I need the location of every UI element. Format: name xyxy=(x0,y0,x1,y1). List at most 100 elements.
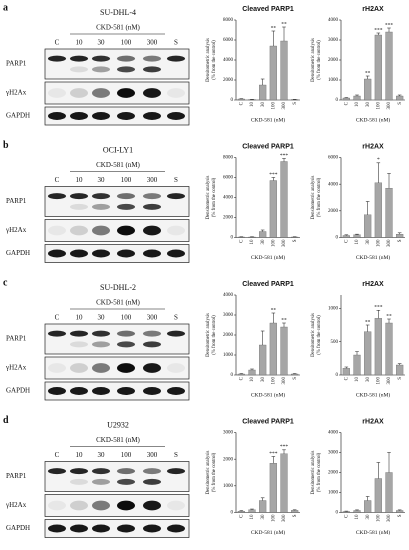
y-tick-label: 4000 xyxy=(223,58,234,63)
blot-label: GAPDH xyxy=(6,112,30,120)
y-axis-label: (% from the control) xyxy=(317,40,322,80)
y-tick-label: 4000 xyxy=(223,293,234,298)
y-tick-label: 4000 xyxy=(328,18,339,23)
y-tick-label: 8000 xyxy=(223,18,234,23)
error-bar xyxy=(282,322,286,327)
bar xyxy=(280,453,288,513)
error-bar xyxy=(387,27,391,32)
blot-band xyxy=(70,66,88,73)
blot-band xyxy=(143,500,161,511)
blot-band xyxy=(143,524,161,533)
cell-line: SU-DHL-4 xyxy=(100,8,136,17)
y-tick-label: 0 xyxy=(336,98,339,103)
x-axis-label: CKD-581 (nM) xyxy=(251,391,286,398)
x-tick-label: 30 xyxy=(366,514,371,520)
y-tick-label: 2000 xyxy=(328,58,339,63)
bar xyxy=(291,510,299,513)
error-bar xyxy=(397,509,402,511)
bar xyxy=(396,95,404,101)
bar xyxy=(353,354,361,376)
y-axis-label: (% from the control) xyxy=(212,315,217,355)
significance: ** xyxy=(281,317,287,323)
significance: *** xyxy=(374,27,383,33)
y-tick-label: 0 xyxy=(336,236,339,241)
y-tick-label: 1000 xyxy=(328,306,339,311)
blot-band xyxy=(70,341,88,348)
error-bar xyxy=(355,509,359,511)
bar xyxy=(291,99,299,101)
blot-frame xyxy=(44,48,190,80)
x-axis-label: CKD-581 (nM) xyxy=(356,116,391,123)
treatment-label: CKD-581 (nM) xyxy=(96,436,140,444)
x-tick-label: C xyxy=(344,239,349,243)
blot-band xyxy=(117,193,135,200)
y-tick-label: 3000 xyxy=(328,451,339,456)
bar xyxy=(269,180,277,238)
lane-label: 10 xyxy=(76,176,84,184)
y-axis-label: (% from the control) xyxy=(212,452,217,492)
chart-title: Cleaved PARP1 xyxy=(242,281,294,288)
y-axis-label: Densitometric analysis xyxy=(206,313,211,357)
blot-band xyxy=(92,66,110,73)
bar xyxy=(259,84,267,101)
bar xyxy=(364,214,372,238)
y-tick-label: 0 xyxy=(231,98,234,103)
bar xyxy=(280,161,288,238)
chart-title: Cleaved PARP1 xyxy=(242,143,294,150)
error-bar xyxy=(376,462,381,479)
blot-band xyxy=(92,330,110,337)
blot-band xyxy=(92,468,110,475)
x-axis-label: CKD-581 (nM) xyxy=(251,254,286,261)
blot-band xyxy=(48,112,66,120)
significance: ** xyxy=(271,307,277,313)
y-axis-label: (% from the control) xyxy=(212,40,217,80)
significance: ** xyxy=(386,313,392,319)
x-tick-label: C xyxy=(344,514,349,518)
treatment-label: CKD-581 (nM) xyxy=(96,299,140,307)
blot-band xyxy=(92,524,110,533)
bar xyxy=(353,510,361,513)
panel-letter: c xyxy=(3,277,8,288)
blot-band xyxy=(167,468,185,475)
chart-title: Cleaved PARP1 xyxy=(242,418,294,425)
bar xyxy=(385,322,393,376)
blot-band xyxy=(117,66,135,73)
lane-label: C xyxy=(55,176,60,184)
blot-band xyxy=(70,55,88,62)
y-tick-label: 6000 xyxy=(328,156,339,161)
x-tick-label: C xyxy=(344,101,349,105)
lane-label: 10 xyxy=(76,39,84,47)
blot-band xyxy=(143,478,161,485)
blot-label: γH2Ax xyxy=(5,89,27,97)
blot-band xyxy=(92,249,110,258)
blot-label: γH2Ax xyxy=(5,226,27,234)
x-tick-label: 100 xyxy=(376,239,381,247)
blot-band xyxy=(92,341,110,348)
y-tick-label: 2000 xyxy=(223,333,234,338)
lane-label: 100 xyxy=(121,314,132,322)
x-tick-label: 30 xyxy=(261,102,266,108)
x-tick-label: 100 xyxy=(376,102,381,110)
blot-band xyxy=(143,88,161,98)
chart-title: rH2AX xyxy=(362,418,384,425)
blot-band xyxy=(117,330,135,337)
blot-band xyxy=(48,500,66,511)
y-tick-label: 1000 xyxy=(328,78,339,83)
error-bar xyxy=(365,324,370,332)
x-tick-label: S xyxy=(398,102,403,105)
error-bar xyxy=(260,330,265,345)
x-axis-label: CKD-581 (nM) xyxy=(251,529,286,536)
y-tick-label: 0 xyxy=(336,511,339,516)
x-tick-label: 30 xyxy=(366,102,371,108)
bar xyxy=(364,331,372,376)
y-tick-label: 0 xyxy=(231,511,234,516)
blot-band xyxy=(143,193,161,200)
blot-band xyxy=(48,88,66,98)
error-bar xyxy=(260,497,265,501)
y-tick-label: 2000 xyxy=(223,216,234,221)
cell-line: OCI-LY1 xyxy=(103,145,133,154)
blot-band xyxy=(92,193,110,200)
y-axis-label: (% from the control) xyxy=(317,177,322,217)
blot-label: PARP1 xyxy=(6,60,27,68)
